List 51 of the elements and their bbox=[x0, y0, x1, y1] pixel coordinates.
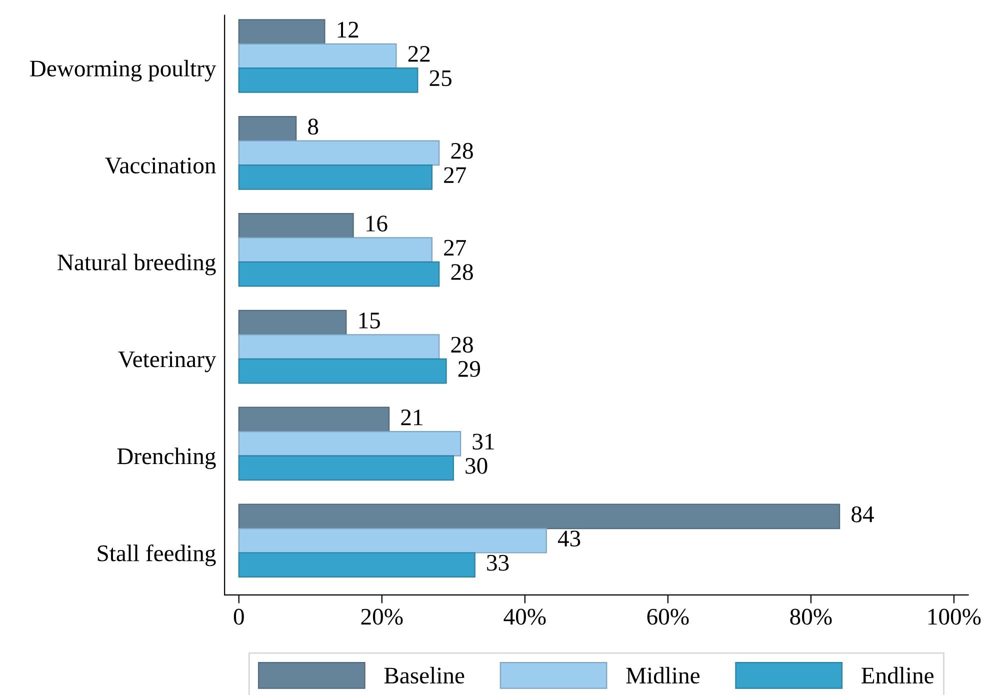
y-tick-label: Vaccination bbox=[105, 158, 216, 174]
data-label: 15 bbox=[359, 312, 380, 328]
bar bbox=[238, 43, 397, 69]
data-label: 27 bbox=[444, 240, 466, 256]
bar bbox=[238, 455, 454, 481]
y-tick-label: Stall feeding bbox=[98, 544, 216, 566]
x-tick-label: 0 bbox=[234, 608, 244, 625]
bar bbox=[238, 334, 440, 360]
x-tick-label: 80% bbox=[790, 608, 832, 625]
bar bbox=[238, 552, 476, 578]
bar bbox=[238, 406, 390, 432]
data-label: 28 bbox=[451, 264, 473, 280]
data-label: 29 bbox=[458, 361, 480, 377]
bar bbox=[238, 237, 433, 263]
bar bbox=[238, 358, 447, 384]
data-label: 28 bbox=[451, 142, 473, 159]
data-label: 16 bbox=[366, 216, 388, 232]
data-label: 8 bbox=[308, 118, 318, 135]
legend-label: Baseline bbox=[384, 666, 464, 684]
bar bbox=[238, 164, 433, 190]
data-label: 30 bbox=[466, 458, 488, 474]
data-label: 31 bbox=[472, 434, 494, 450]
bar bbox=[238, 212, 354, 238]
data-label: 12 bbox=[338, 22, 358, 38]
x-tick-label: 100% bbox=[928, 608, 981, 625]
bar bbox=[238, 19, 326, 44]
data-label: 84 bbox=[852, 506, 874, 522]
bar bbox=[238, 116, 297, 142]
x-tick-label: 20% bbox=[361, 608, 403, 625]
bar bbox=[238, 528, 547, 554]
bar bbox=[238, 68, 418, 93]
data-label: 43 bbox=[558, 530, 580, 547]
y-tick-label: Drenching bbox=[117, 448, 216, 470]
bar bbox=[238, 504, 840, 530]
data-label: 25 bbox=[430, 70, 452, 86]
bar bbox=[238, 310, 347, 336]
data-label: 27 bbox=[444, 167, 466, 183]
data-label: 33 bbox=[487, 554, 509, 571]
data-label: 21 bbox=[401, 410, 422, 426]
bar bbox=[238, 140, 440, 166]
bar bbox=[238, 261, 440, 287]
data-label: 22 bbox=[408, 46, 430, 62]
data-label: 28 bbox=[451, 336, 473, 353]
y-tick-label: Natural breeding bbox=[58, 254, 216, 276]
legend-label: Endline bbox=[862, 666, 934, 684]
x-tick-label: 40% bbox=[504, 608, 546, 625]
legend-label: Midline bbox=[626, 666, 700, 684]
bar bbox=[238, 431, 462, 456]
y-tick-label: Veterinary bbox=[118, 351, 216, 372]
y-tick-label: Deworming poultry bbox=[30, 60, 216, 82]
x-tick-label: 60% bbox=[647, 608, 689, 625]
